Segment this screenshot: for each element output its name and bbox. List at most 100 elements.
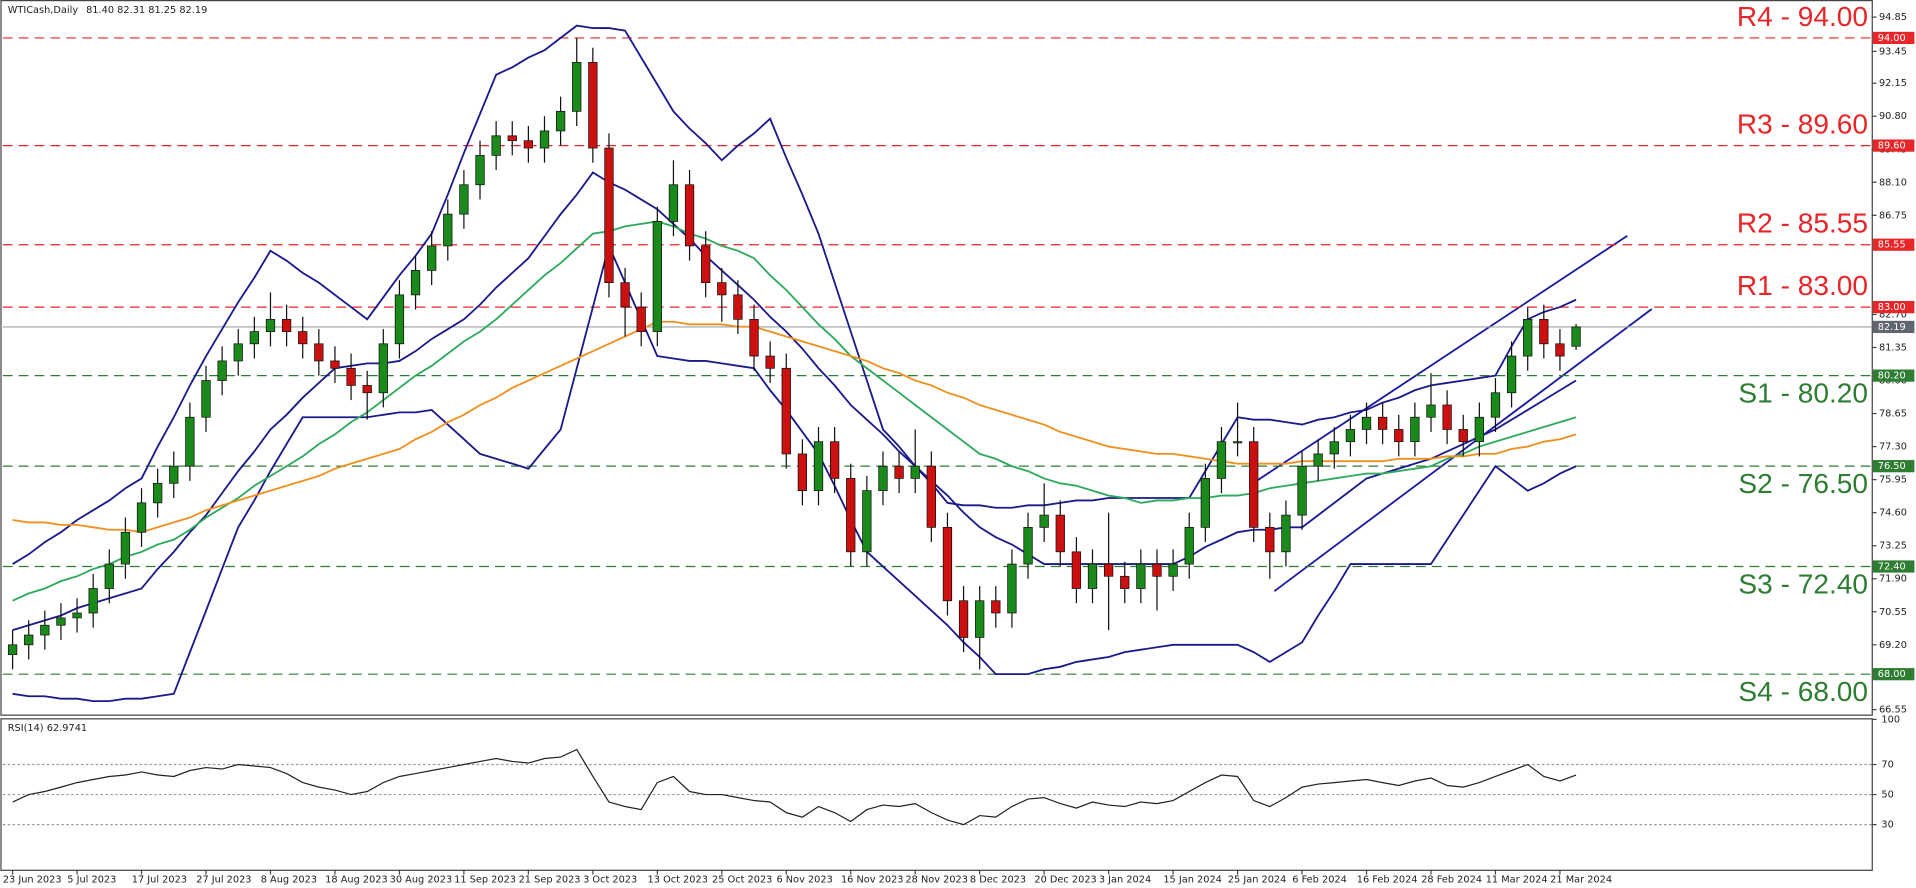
- candle-body: [958, 600, 969, 638]
- x-tick-label: 8 Dec 2023: [970, 874, 1026, 885]
- x-tick-label: 11 Mar 2024: [1486, 874, 1548, 885]
- y-tick-label: 70: [1881, 760, 1893, 771]
- candle-body: [233, 343, 243, 362]
- candle-body: [1103, 563, 1114, 577]
- candle-body: [1410, 416, 1420, 443]
- candle-body: [878, 465, 888, 492]
- candle-body: [829, 441, 840, 479]
- level-price-box: [1872, 560, 1915, 573]
- candle-body: [1458, 429, 1468, 443]
- candle-body: [1120, 575, 1130, 589]
- ohlc: 82.31: [117, 5, 145, 16]
- candle-body: [1345, 429, 1356, 443]
- y-tick-label: 100: [1881, 714, 1900, 725]
- candle-body: [1249, 441, 1259, 528]
- candle-body: [1313, 453, 1323, 467]
- candle-body: [733, 294, 743, 320]
- level-price-label: 68.00: [1878, 669, 1906, 680]
- candle-body: [330, 360, 340, 369]
- candle-body: [120, 531, 131, 565]
- candle-body: [378, 343, 388, 394]
- candle-body: [1506, 355, 1517, 394]
- candle-body: [427, 245, 437, 271]
- y-tick-label: 94.85: [1879, 12, 1907, 23]
- last-price-box: [1872, 320, 1915, 334]
- candle-body: [620, 282, 630, 308]
- x-tick-label: 15 Jan 2024: [1163, 874, 1222, 885]
- candle-body: [153, 482, 163, 504]
- indicator-line: [12, 243, 1577, 703]
- x-tick-label: 28 Nov 2023: [905, 874, 968, 885]
- candle-body: [1152, 563, 1162, 577]
- level-price-label: 83.00: [1878, 302, 1906, 313]
- candle-body: [684, 184, 695, 247]
- y-tick-label: 92.15: [1879, 78, 1907, 89]
- indicator-line: [12, 320, 1577, 534]
- candle-body: [813, 441, 824, 492]
- candle-body: [1555, 343, 1565, 357]
- candle-body: [475, 155, 485, 186]
- candle-body: [701, 245, 711, 284]
- ohlc: 81.25: [148, 5, 176, 16]
- x-tick-label: 6 Feb 2024: [1292, 874, 1347, 885]
- y-tick-label: 86.75: [1879, 210, 1907, 221]
- y-tick-label: 73.25: [1879, 541, 1907, 552]
- level-label: R3 - 89.60: [1737, 108, 1868, 139]
- candle-body: [846, 478, 856, 553]
- y-tick-label: 93.45: [1879, 46, 1907, 57]
- x-tick-label: 23 Jun 2023: [3, 874, 62, 885]
- indicator-line: [12, 171, 1577, 632]
- x-tick-label: 13 Oct 2023: [648, 874, 708, 885]
- candle-body: [1426, 404, 1436, 418]
- candle-body: [1200, 478, 1210, 528]
- candle-body: [1281, 514, 1291, 553]
- level-label: R1 - 83.00: [1737, 270, 1868, 301]
- candle-body: [523, 140, 534, 149]
- candle-body: [797, 453, 808, 492]
- candle-body: [1361, 416, 1372, 430]
- candle-body: [668, 184, 679, 222]
- candle-body: [265, 318, 276, 332]
- chart-title: WTICash,Daily 81.40 82.31 81.25 82.19: [8, 5, 208, 16]
- candle-body: [1297, 465, 1307, 516]
- candle-body: [1265, 526, 1275, 553]
- channel: [1251, 234, 1653, 592]
- y-tick-label: 88.10: [1879, 177, 1907, 188]
- y-tick-label: 70.55: [1879, 607, 1907, 618]
- candle-body: [1055, 514, 1065, 553]
- candle-body: [1039, 514, 1049, 528]
- candle-body: [410, 270, 421, 296]
- rsi-value: 62.9741: [47, 723, 87, 734]
- candle-body: [539, 130, 550, 149]
- y-tick-label: 66.55: [1879, 705, 1907, 716]
- candle-body: [40, 624, 50, 636]
- candle-body: [862, 490, 872, 553]
- x-tick-label: 27 Jul 2023: [196, 874, 251, 885]
- level-price-label: 76.50: [1878, 461, 1906, 472]
- indicator-line: [12, 24, 1577, 565]
- x-tick-label: 20 Dec 2023: [1034, 874, 1096, 885]
- candle-body: [298, 331, 308, 345]
- candle-body: [507, 135, 517, 142]
- candle-body: [1071, 551, 1082, 589]
- candle-body: [1490, 392, 1501, 418]
- candle-body: [1377, 416, 1388, 430]
- x-tick-label: 28 Feb 2024: [1421, 874, 1482, 885]
- candle-body: [1523, 318, 1533, 357]
- candle-body: [1232, 441, 1243, 444]
- x-tick-label: 21 Sep 2023: [519, 874, 581, 885]
- x-tick-label: 25 Jan 2024: [1228, 874, 1287, 885]
- candle-body: [1136, 563, 1146, 589]
- level-label: S3 - 72.40: [1738, 568, 1868, 599]
- candle-body: [217, 360, 227, 381]
- level-price-label: 72.40: [1878, 562, 1906, 573]
- candle-body: [249, 331, 260, 345]
- channel-upper: [1251, 234, 1628, 485]
- level-label: R2 - 85.55: [1737, 208, 1868, 239]
- rsi-line: [12, 748, 1577, 826]
- candle-body: [942, 526, 953, 602]
- level-price-box: [1872, 139, 1915, 152]
- x-tick-label: 11 Sep 2023: [454, 874, 516, 885]
